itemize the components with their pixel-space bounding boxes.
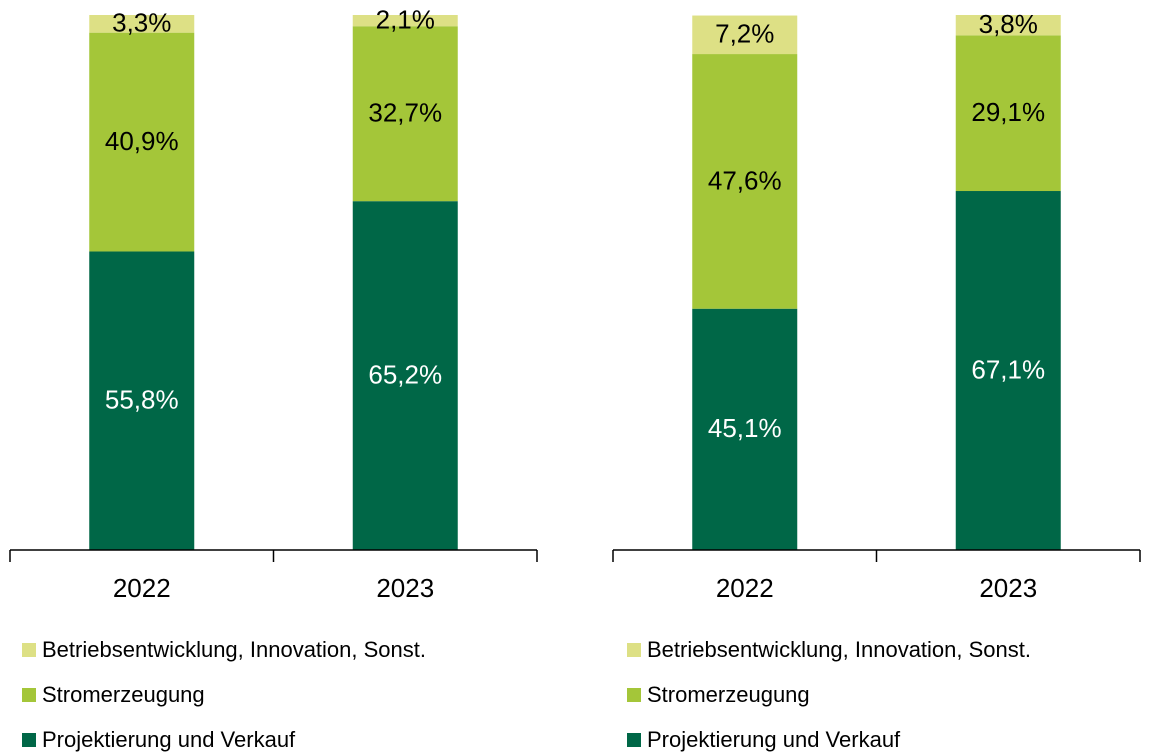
legend-label: Stromerzeugung xyxy=(647,682,810,707)
x-tick-label: 2022 xyxy=(716,573,774,603)
legend-swatch xyxy=(22,643,36,657)
value-label: 45,1% xyxy=(708,413,782,443)
value-label: 40,9% xyxy=(105,126,179,156)
value-label: 65,2% xyxy=(368,359,442,389)
bar-segment xyxy=(692,54,798,309)
value-label: 55,8% xyxy=(105,385,179,415)
value-label: 29,1% xyxy=(971,97,1045,127)
legend-swatch xyxy=(627,688,641,702)
legend-label: Stromerzeugung xyxy=(42,682,205,707)
x-tick-label: 2022 xyxy=(113,573,171,603)
value-label: 2,1% xyxy=(376,4,435,34)
legend-label: Projektierung und Verkauf xyxy=(647,727,901,752)
bar-segment xyxy=(955,191,1061,550)
value-label: 47,6% xyxy=(708,165,782,195)
bar-segment xyxy=(89,32,195,252)
legend-label: Betriebsentwicklung, Innovation, Sonst. xyxy=(647,637,1031,662)
value-label: 32,7% xyxy=(368,98,442,128)
bar-segment xyxy=(352,26,458,202)
legend-swatch xyxy=(627,733,641,747)
value-label: 67,1% xyxy=(971,354,1045,384)
legend-label: Projektierung und Verkauf xyxy=(42,727,296,752)
value-label: 3,8% xyxy=(979,9,1038,39)
bar-segment xyxy=(352,201,458,550)
legend-label: Betriebsentwicklung, Innovation, Sonst. xyxy=(42,637,426,662)
x-tick-label: 2023 xyxy=(979,573,1037,603)
bar-segment xyxy=(955,35,1061,192)
x-tick-label: 2023 xyxy=(376,573,434,603)
bar-segment xyxy=(955,15,1061,36)
bar-segment xyxy=(692,15,798,55)
bar-segment xyxy=(89,251,195,550)
bar-segment xyxy=(692,308,798,550)
value-label: 7,2% xyxy=(715,19,774,49)
legend-swatch xyxy=(22,688,36,702)
legend-swatch xyxy=(627,643,641,657)
value-label: 3,3% xyxy=(112,8,171,38)
bar-segment xyxy=(89,15,195,33)
bar-segment xyxy=(352,15,458,27)
legend-swatch xyxy=(22,733,36,747)
